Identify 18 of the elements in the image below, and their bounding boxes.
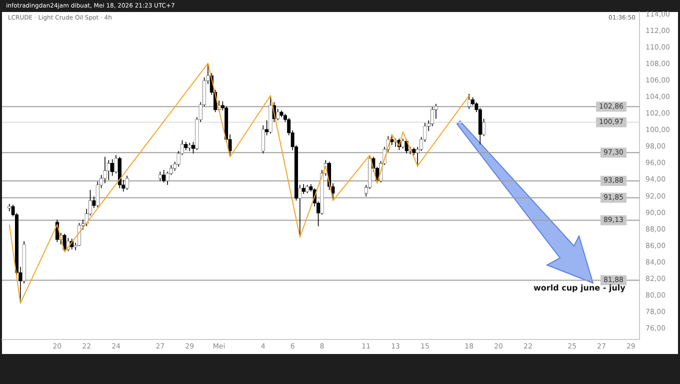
candlestick xyxy=(261,124,265,154)
annotation: world cup june - july xyxy=(533,283,626,292)
candlestick xyxy=(264,120,269,136)
candlestick xyxy=(158,171,162,182)
candlestick xyxy=(166,171,170,186)
candlestick xyxy=(125,175,129,190)
candlestick xyxy=(106,160,110,180)
candlestick xyxy=(302,184,306,194)
candlestick xyxy=(103,156,107,184)
candlestick xyxy=(390,136,394,146)
candlestick xyxy=(401,138,404,149)
candlestick xyxy=(96,181,100,208)
candlestick xyxy=(110,158,114,176)
candlestick xyxy=(276,108,280,121)
candlestick xyxy=(62,233,66,252)
candlestick xyxy=(467,94,471,110)
candlestick xyxy=(92,196,96,208)
candlestick xyxy=(162,170,166,183)
